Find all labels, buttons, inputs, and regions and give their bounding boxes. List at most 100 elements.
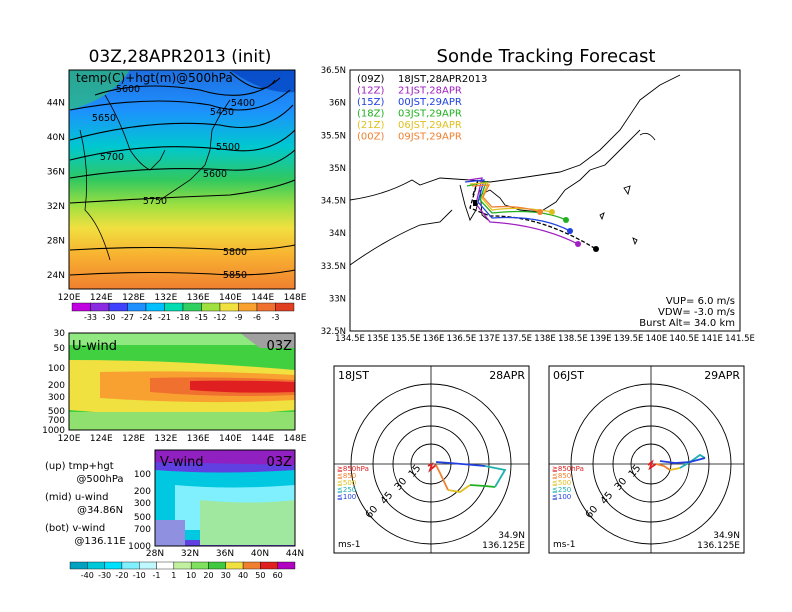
y-tick-label: 44N bbox=[47, 99, 65, 109]
track-legend: (09Z) 18JST,28APR2013 (12Z) 21JST,28APR (15Z… bbox=[357, 74, 487, 143]
x-tick-label: 137E bbox=[478, 334, 500, 344]
x-tick-label: 140E bbox=[219, 434, 242, 444]
y-tick-label: 33N bbox=[329, 294, 346, 304]
colorbar-label: 30 bbox=[221, 571, 231, 580]
colorbar-swatch bbox=[260, 561, 278, 570]
run-time: 09JST,29APR bbox=[398, 132, 462, 143]
x-tick-label: 132E bbox=[154, 293, 177, 303]
x-tick-label: 140E bbox=[646, 334, 668, 344]
x-tick-label: 136.5E bbox=[447, 334, 477, 344]
colorbar-label: -18 bbox=[176, 313, 189, 322]
track-end-point bbox=[549, 209, 555, 215]
colorbar-swatch bbox=[108, 302, 128, 312]
colorbar-swatch bbox=[145, 302, 165, 312]
colorbar-label: -21 bbox=[158, 313, 171, 322]
v-wind-time: 03Z bbox=[267, 455, 293, 470]
x-tick-label: 128E bbox=[122, 434, 145, 444]
note-line: (up) tmp+hgt bbox=[45, 461, 114, 472]
x-tick-label: 139.5E bbox=[614, 334, 644, 344]
x-tick-label: 134.5E bbox=[335, 334, 365, 344]
warm-north-west bbox=[69, 70, 130, 110]
colorbar-swatch bbox=[277, 561, 296, 570]
temperature-field bbox=[69, 70, 295, 289]
y-tick-label: 28N bbox=[47, 237, 65, 247]
run-time: 03JST,29APR bbox=[398, 109, 462, 120]
level-label: ≦850 bbox=[337, 472, 356, 480]
colorbar-label: -33 bbox=[84, 313, 97, 322]
run-id: (21Z) bbox=[357, 120, 384, 131]
level-label: ≦250 bbox=[552, 486, 571, 494]
x-tick-label: 28N bbox=[146, 549, 164, 559]
track-line bbox=[464, 179, 571, 232]
track-map-x-ticks: 134.5E 135E 135.5E 136E 136.5E 137E 137.5E 138E… bbox=[335, 334, 755, 344]
x-tick-label: 32N bbox=[181, 549, 199, 559]
track-line bbox=[471, 184, 541, 213]
colorbar-label: -20 bbox=[115, 571, 128, 580]
level-label: ≦850 bbox=[552, 472, 571, 480]
u-wind-label: U-wind bbox=[72, 339, 117, 354]
level-label: ≦100 bbox=[337, 493, 356, 501]
level-label: ≧850hPa bbox=[337, 465, 369, 473]
x-tick-label: 136E bbox=[187, 293, 210, 303]
y-tick-label: 1000 bbox=[128, 542, 151, 552]
run-id: (09Z) bbox=[357, 74, 384, 85]
x-tick-label: 138.5E bbox=[558, 334, 588, 344]
colorbar-label: 60 bbox=[273, 571, 283, 580]
note-line: @500hPa bbox=[76, 474, 123, 485]
colorbar-swatch bbox=[164, 302, 184, 312]
y-tick-label: 36N bbox=[47, 168, 65, 178]
y-tick-label: 35.5N bbox=[321, 131, 346, 141]
legend-notes: (up) tmp+hgt @500hPa (mid) u-wind @34.86N (b… bbox=[45, 461, 126, 547]
track-line bbox=[469, 182, 553, 213]
contour-label: 5600 bbox=[203, 169, 227, 180]
x-tick-label: 139E bbox=[590, 334, 612, 344]
y-tick-label: 100 bbox=[48, 364, 65, 374]
upper-map-x-ticks: 120E 124E 128E 132E 136E 140E 144E 148E bbox=[58, 293, 307, 303]
x-tick-label: 120E bbox=[58, 293, 81, 303]
v-wind-x-ticks: 28N 32N 36N 40N 44N bbox=[146, 549, 304, 559]
y-tick-label: 36N bbox=[329, 99, 346, 109]
colorbar-label: -10 bbox=[133, 571, 146, 580]
contour-label: 5450 bbox=[210, 107, 234, 118]
colorbar-swatch bbox=[139, 561, 157, 570]
contour-label: 5850 bbox=[223, 270, 247, 281]
hodograph-trace bbox=[427, 462, 437, 473]
x-tick-label: 135E bbox=[367, 334, 389, 344]
upper-map-frame bbox=[68, 69, 296, 290]
x-tick-label: 124E bbox=[90, 434, 113, 444]
temperature-colorbar: -33 -30 -27 -24 -21 -18 -15 -12 -9 -6 -3 bbox=[71, 302, 295, 322]
track-line bbox=[466, 181, 567, 221]
hodograph-trace bbox=[469, 484, 496, 488]
track-map-y-ticks: 32.5N 33N 33.5N 34N 34.5N 35N 35.5N 36N 36.5N bbox=[321, 66, 346, 337]
track-end-point bbox=[537, 209, 543, 215]
x-tick-label: 140E bbox=[219, 293, 242, 303]
colorbar-label: -6 bbox=[253, 313, 261, 322]
left-title: 03Z,28APR2013 (init) bbox=[89, 47, 272, 67]
run-time: 06JST,29APR bbox=[398, 120, 462, 131]
right-title: Sonde Tracking Forecast bbox=[437, 46, 656, 67]
u-wind-x-ticks: 120E 124E 128E 132E 136E 140E 144E 148E bbox=[58, 434, 307, 444]
hodograph-trace bbox=[669, 467, 681, 471]
run-time: 21JST,28APR bbox=[398, 86, 462, 97]
upper-map-label: temp(C)+hgt(m)@500hPa bbox=[76, 71, 233, 85]
colorbar-label: 50 bbox=[255, 571, 265, 580]
contour-label: 5500 bbox=[216, 142, 240, 153]
colorbar-swatch bbox=[173, 561, 192, 570]
hodograph-lat: 34.9N bbox=[713, 531, 740, 541]
x-tick-label: 138E bbox=[534, 334, 556, 344]
y-tick-label: 40N bbox=[47, 133, 65, 143]
y-tick-label: 32.5N bbox=[321, 327, 346, 337]
contour-label: 5800 bbox=[223, 247, 247, 258]
colorbar-label: -15 bbox=[195, 313, 208, 322]
run-time: 18JST,28APR2013 bbox=[398, 74, 487, 85]
colorbar-label: -1 bbox=[153, 571, 161, 580]
y-tick-label: 35N bbox=[329, 164, 346, 174]
colorbar-label: 20 bbox=[203, 571, 213, 580]
run-id: (18Z) bbox=[357, 109, 384, 120]
y-tick-label: 300 bbox=[134, 499, 151, 509]
level-label: ≦500 bbox=[337, 479, 356, 487]
colorbar-swatch bbox=[69, 561, 88, 570]
upper-map-y-ticks: 24N 28N 32N 36N 40N 44N bbox=[47, 99, 65, 282]
